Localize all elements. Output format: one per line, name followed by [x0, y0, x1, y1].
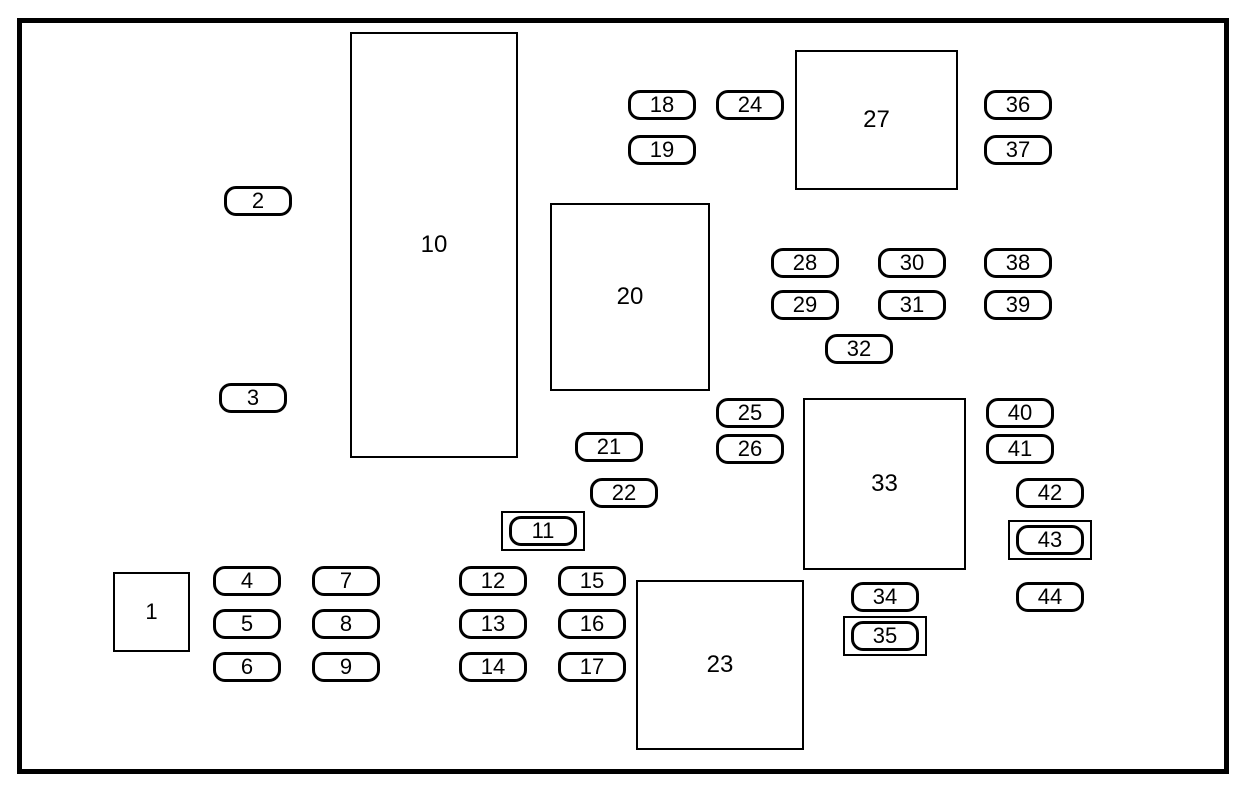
fuse-2-label: 2: [252, 188, 264, 214]
fuse-26-label: 26: [738, 436, 762, 462]
relay-1-label: 1: [145, 599, 157, 625]
fuse-16: 16: [558, 609, 626, 639]
fuse-25-label: 25: [738, 400, 762, 426]
fuse-30-label: 30: [900, 250, 924, 276]
fuse-38: 38: [984, 248, 1052, 278]
fuse-box-diagram: 1102023273323456789121314151617181921222…: [0, 0, 1246, 791]
fuse-39: 39: [984, 290, 1052, 320]
fuse-24: 24: [716, 90, 784, 120]
relay-27-label: 27: [863, 106, 890, 134]
relay-1: 1: [113, 572, 190, 652]
fuse-29-label: 29: [793, 292, 817, 318]
fuse-34-label: 34: [873, 584, 897, 610]
fuse-9-label: 9: [340, 654, 352, 680]
dfuse-35: 35: [851, 621, 919, 651]
fuse-19-label: 19: [650, 137, 674, 163]
fuse-18-label: 18: [650, 92, 674, 118]
fuse-8: 8: [312, 609, 380, 639]
fuse-32: 32: [825, 334, 893, 364]
fuse-40-label: 40: [1008, 400, 1032, 426]
fuse-17: 17: [558, 652, 626, 682]
dfuse-11-label: 11: [532, 518, 555, 544]
fuse-14-label: 14: [481, 654, 505, 680]
fuse-30: 30: [878, 248, 946, 278]
fuse-4-label: 4: [241, 568, 253, 594]
dfuse-11: 11: [509, 516, 577, 546]
fuse-25: 25: [716, 398, 784, 428]
relay-20: 20: [550, 203, 710, 391]
fuse-38-label: 38: [1006, 250, 1030, 276]
fuse-18: 18: [628, 90, 696, 120]
fuse-8-label: 8: [340, 611, 352, 637]
fuse-6: 6: [213, 652, 281, 682]
fuse-28-label: 28: [793, 250, 817, 276]
fuse-22-label: 22: [612, 480, 636, 506]
fuse-44-label: 44: [1038, 584, 1062, 610]
fuse-36-label: 36: [1006, 92, 1030, 118]
fuse-37: 37: [984, 135, 1052, 165]
relay-20-label: 20: [617, 283, 644, 311]
fuse-12: 12: [459, 566, 527, 596]
fuse-15-label: 15: [580, 568, 604, 594]
fuse-3: 3: [219, 383, 287, 413]
fuse-12-label: 12: [481, 568, 505, 594]
fuse-7: 7: [312, 566, 380, 596]
fuse-5: 5: [213, 609, 281, 639]
relay-10-label: 10: [421, 231, 448, 259]
fuse-9: 9: [312, 652, 380, 682]
fuse-5-label: 5: [241, 611, 253, 637]
dfuse-43: 43: [1016, 525, 1084, 555]
dfuse-35-label: 35: [873, 623, 897, 649]
relay-33: 33: [803, 398, 966, 570]
fuse-14: 14: [459, 652, 527, 682]
relay-10: 10: [350, 32, 518, 458]
fuse-42-label: 42: [1038, 480, 1062, 506]
fuse-2: 2: [224, 186, 292, 216]
fuse-32-label: 32: [847, 336, 871, 362]
fuse-15: 15: [558, 566, 626, 596]
fuse-21: 21: [575, 432, 643, 462]
relay-23: 23: [636, 580, 804, 750]
fuse-44: 44: [1016, 582, 1084, 612]
fuse-16-label: 16: [580, 611, 604, 637]
fuse-22: 22: [590, 478, 658, 508]
relay-23-label: 23: [707, 651, 734, 679]
fuse-24-label: 24: [738, 92, 762, 118]
fuse-13-label: 13: [481, 611, 505, 637]
fuse-39-label: 39: [1006, 292, 1030, 318]
relay-33-label: 33: [871, 470, 898, 498]
fuse-31: 31: [878, 290, 946, 320]
fuse-31-label: 31: [900, 292, 924, 318]
fuse-40: 40: [986, 398, 1054, 428]
fuse-17-label: 17: [580, 654, 604, 680]
dfuse-43-label: 43: [1038, 527, 1062, 553]
fuse-41: 41: [986, 434, 1054, 464]
fuse-3-label: 3: [247, 385, 259, 411]
fuse-41-label: 41: [1008, 436, 1032, 462]
fuse-13: 13: [459, 609, 527, 639]
fuse-34: 34: [851, 582, 919, 612]
fuse-21-label: 21: [597, 434, 621, 460]
fuse-4: 4: [213, 566, 281, 596]
fuse-42: 42: [1016, 478, 1084, 508]
fuse-29: 29: [771, 290, 839, 320]
fuse-37-label: 37: [1006, 137, 1030, 163]
fuse-19: 19: [628, 135, 696, 165]
fuse-36: 36: [984, 90, 1052, 120]
relay-27: 27: [795, 50, 958, 190]
fuse-7-label: 7: [340, 568, 352, 594]
fuse-26: 26: [716, 434, 784, 464]
fuse-28: 28: [771, 248, 839, 278]
fuse-6-label: 6: [241, 654, 253, 680]
